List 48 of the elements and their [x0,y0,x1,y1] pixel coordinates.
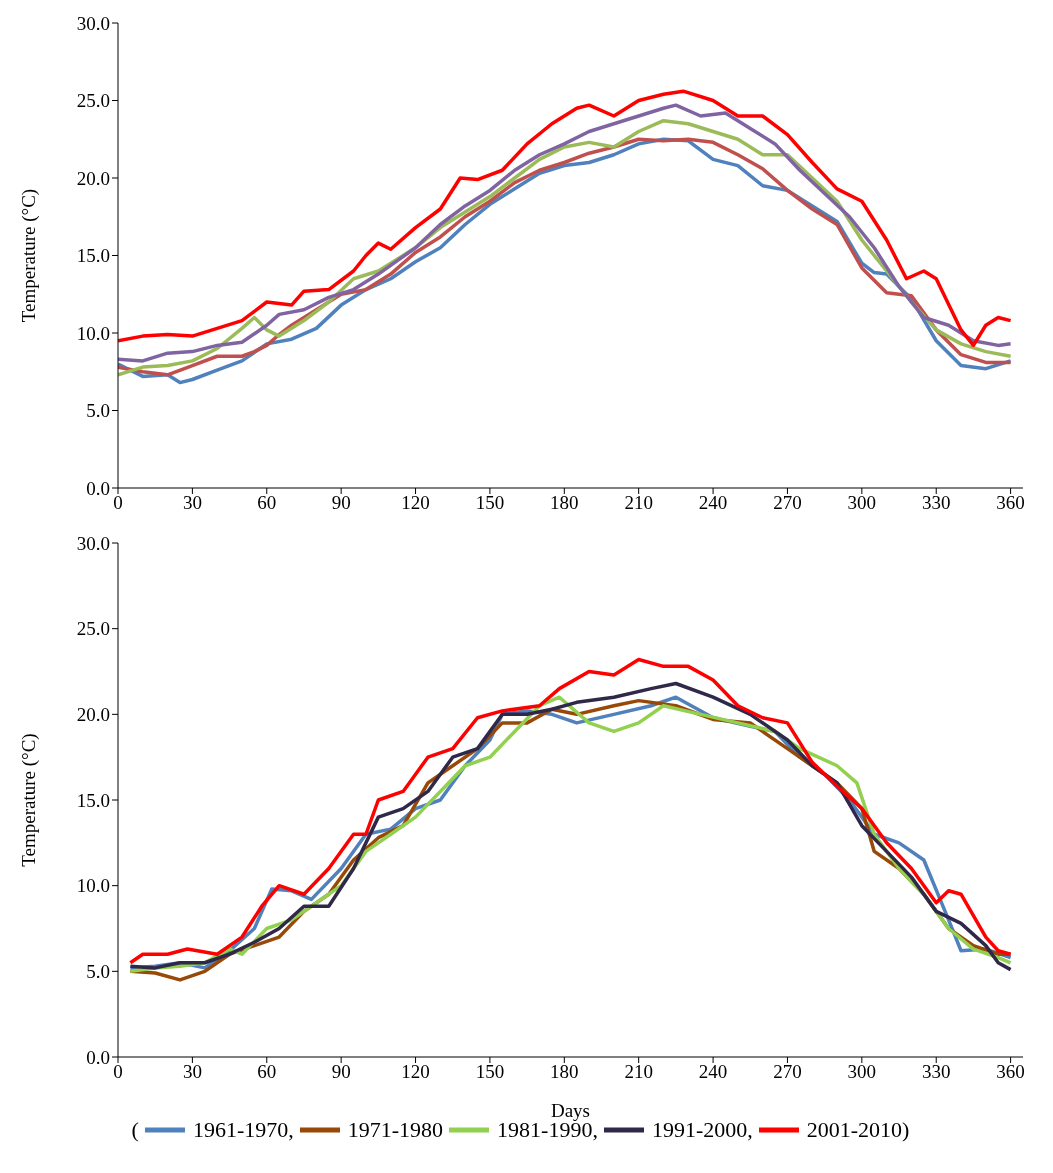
x-tick-label: 0 [113,492,123,514]
y-axis-title: Temperature (°C) [17,188,40,323]
legend-title: ( [131,1117,139,1143]
y-tick-label: 30.0 [76,532,110,554]
x-tick-label: 270 [773,1061,802,1083]
y-tick-label: 30.0 [76,12,110,34]
x-tick-label: 30 [182,492,202,514]
legend-label: 1991-2000, [651,1117,753,1143]
x-tick-label: 150 [475,1061,505,1083]
x-tick-label: 60 [257,1061,277,1083]
x-tick-label: 120 [401,1061,430,1083]
y-tick-label: 10.0 [76,875,110,897]
y-axis-title: Temperature (°C) [17,733,40,867]
y-tick-label: 5.0 [86,961,110,983]
y-tick-label: 25.0 [76,90,110,112]
x-tick-label: 270 [773,492,802,514]
x-tick-label: 180 [550,1061,579,1083]
x-tick-label: 330 [921,492,951,514]
x-tick-label: 240 [698,492,728,514]
x-tick-label: 360 [996,492,1025,514]
x-tick-label: 300 [847,1061,877,1083]
y-tick-label: 0.0 [86,477,110,499]
legend-label: 1971-1980 [347,1117,444,1143]
x-tick-label: 360 [996,1061,1025,1083]
x-axis-title: Days [550,1100,591,1121]
y-tick-label: 25.0 [76,618,110,640]
x-tick-label: 30 [182,1061,202,1083]
x-tick-label: 0 [113,1061,123,1083]
x-tick-label: 180 [550,492,579,514]
x-tick-label: 90 [331,492,351,514]
y-tick-label: 20.0 [76,167,110,189]
x-tick-label: 240 [698,1061,728,1083]
x-tick-label: 90 [331,1061,351,1083]
y-tick-label: 15.0 [76,789,110,811]
x-tick-label: 60 [257,492,277,514]
y-tick-label: 20.0 [76,704,110,726]
y-tick-label: 0.0 [86,1046,110,1068]
x-tick-label: 330 [921,1061,951,1083]
x-tick-label: 120 [401,492,430,514]
y-tick-label: 5.0 [86,400,110,422]
y-tick-label: 15.0 [76,245,110,267]
x-tick-label: 300 [847,492,877,514]
legend-label: 2001-2010) [806,1117,910,1143]
x-tick-label: 210 [624,1061,653,1083]
y-tick-label: 10.0 [76,322,110,344]
legend-label: 1961-1970, [192,1117,294,1143]
x-tick-label: 150 [475,492,505,514]
x-tick-label: 210 [624,492,653,514]
